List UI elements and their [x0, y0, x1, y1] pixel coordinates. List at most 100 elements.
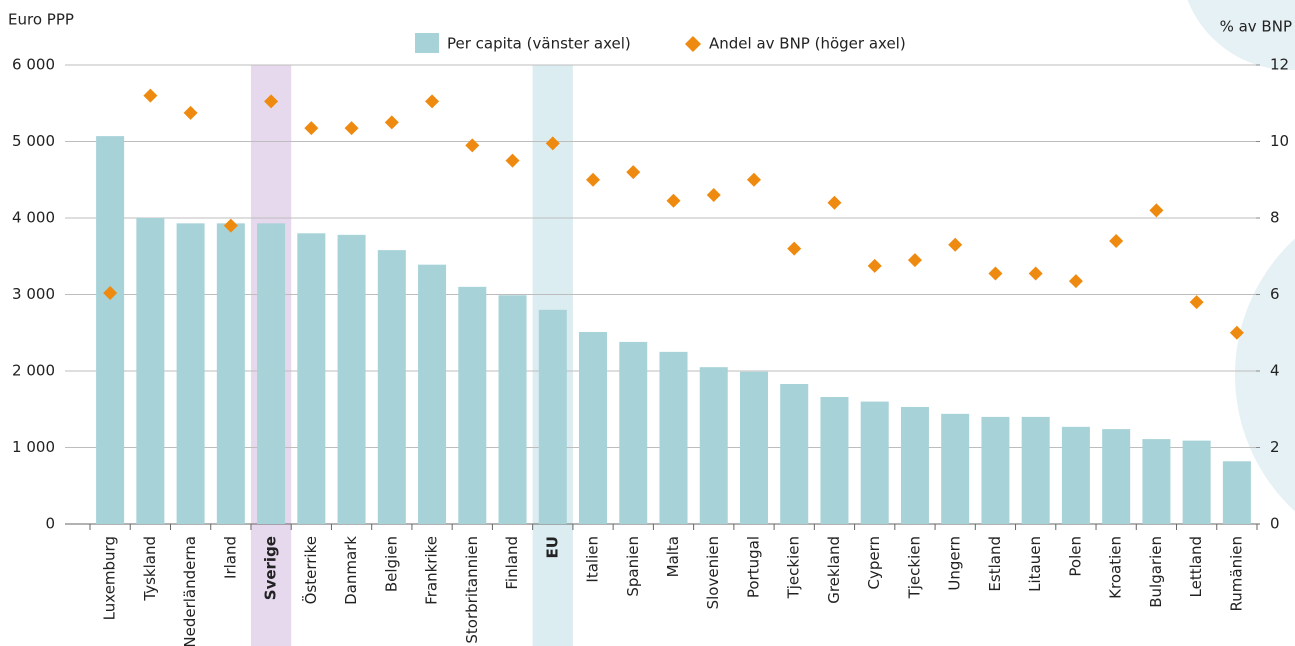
diamond-marker: [505, 153, 520, 168]
y-axis-title: Euro PPP: [8, 11, 74, 29]
bar: [297, 233, 326, 525]
diamond-marker: [706, 188, 721, 203]
bar: [538, 309, 567, 524]
x-tick-label: Malta: [664, 536, 682, 577]
bar: [216, 223, 245, 525]
y2-tick-label: 4: [1270, 362, 1280, 380]
y2-tick-label: 2: [1270, 438, 1280, 456]
y-tick-label: 5 000: [12, 132, 55, 150]
x-tick-label: Portugal: [744, 536, 762, 598]
bar: [860, 401, 889, 524]
x-tick-label: Spanien: [624, 536, 642, 597]
x-tick-label: Italien: [584, 536, 602, 583]
decor-circle: [1187, 0, 1295, 70]
y-tick-label: 4 000: [12, 209, 55, 227]
diamond-marker: [586, 172, 601, 187]
diamond-marker: [384, 115, 399, 130]
x-tick-label: Tjeckien: [905, 536, 923, 599]
bar: [941, 413, 970, 524]
diamond-marker: [344, 121, 359, 136]
bar: [1222, 461, 1251, 524]
bar: [619, 341, 648, 524]
y2-tick-label: 0: [1270, 515, 1280, 533]
bar: [96, 136, 125, 524]
diamond-marker: [143, 88, 158, 103]
x-tick-label: Slovenien: [704, 536, 722, 609]
bar: [820, 397, 849, 524]
x-tick-label: Finland: [503, 536, 521, 590]
diamond-marker: [264, 94, 279, 109]
x-tick-label: Rumänien: [1227, 536, 1245, 611]
x-tick-label: Österrike: [301, 536, 320, 604]
bar: [136, 218, 165, 524]
y2-tick-label: 6: [1270, 285, 1280, 303]
legend-label: Per capita (vänster axel): [447, 35, 631, 53]
diamond-marker: [907, 253, 922, 268]
x-tick-label: Sverige: [262, 536, 280, 600]
diamond-marker: [1229, 325, 1244, 340]
legend-label: Andel av BNP (höger axel): [709, 35, 906, 53]
y-tick-label: 1 000: [12, 438, 55, 456]
x-tick-label: EU: [543, 536, 561, 558]
diamond-marker: [867, 258, 882, 273]
bar: [377, 250, 406, 524]
diamond-marker: [103, 285, 118, 300]
diamond-marker: [948, 237, 963, 252]
x-tick-label: Storbritannien: [463, 536, 481, 644]
bar: [1102, 429, 1131, 524]
x-tick-label: Irland: [221, 536, 239, 579]
diamond-marker: [827, 195, 842, 210]
x-tick-label: Polen: [1066, 536, 1084, 577]
diamond-marker: [1149, 203, 1164, 218]
bar: [1061, 426, 1090, 524]
y-tick-label: 0: [45, 515, 55, 533]
y-tick-label: 3 000: [12, 285, 55, 303]
x-tick-label: Lettland: [1187, 536, 1205, 597]
bar: [1142, 439, 1171, 524]
x-tick-label: Ungern: [946, 536, 964, 591]
x-tick-label: Tyskland: [141, 536, 159, 602]
bar: [739, 371, 768, 524]
x-tick-label: Belgien: [382, 536, 400, 592]
diamond-marker: [183, 105, 198, 120]
bar: [498, 295, 527, 524]
diamond-marker: [1068, 274, 1083, 289]
diamond-marker: [1189, 295, 1204, 310]
diamond-marker: [465, 138, 480, 153]
diamond-marker: [545, 136, 560, 151]
y2-tick-label: 12: [1270, 56, 1289, 74]
diamond-marker: [223, 218, 238, 233]
y2-tick-label: 8: [1270, 209, 1280, 227]
bar: [1021, 416, 1050, 524]
diamond-marker: [787, 241, 802, 256]
x-tick-label: Estland: [986, 536, 1004, 592]
diamond-marker: [988, 266, 1003, 281]
bar: [579, 331, 608, 524]
bar: [337, 234, 366, 524]
y-tick-label: 6 000: [12, 56, 55, 74]
legend-swatch: [415, 33, 439, 53]
x-tick-label: Kroatien: [1107, 536, 1125, 599]
x-tick-label: Frankrike: [423, 536, 441, 605]
x-tick-label: Tjeckien: [785, 536, 803, 599]
diamond-marker: [425, 94, 440, 109]
x-tick-label: Nederländerna: [181, 536, 199, 646]
decor-circle: [1235, 238, 1295, 512]
bar: [900, 406, 929, 524]
bar: [981, 416, 1010, 524]
bar: [176, 223, 205, 525]
bar: [1182, 440, 1211, 524]
bar: [418, 264, 447, 524]
x-tick-label: Litauen: [1026, 536, 1044, 592]
legend-swatch: [685, 36, 701, 52]
diamond-marker: [746, 172, 761, 187]
bar: [458, 286, 487, 524]
bar: [699, 367, 728, 524]
bar: [780, 384, 809, 524]
diamond-marker: [1028, 266, 1043, 281]
bar: [257, 223, 286, 525]
diamond-marker: [626, 165, 641, 180]
diamond-marker: [304, 121, 319, 136]
y2-axis-title: % av BNP: [1220, 18, 1292, 36]
